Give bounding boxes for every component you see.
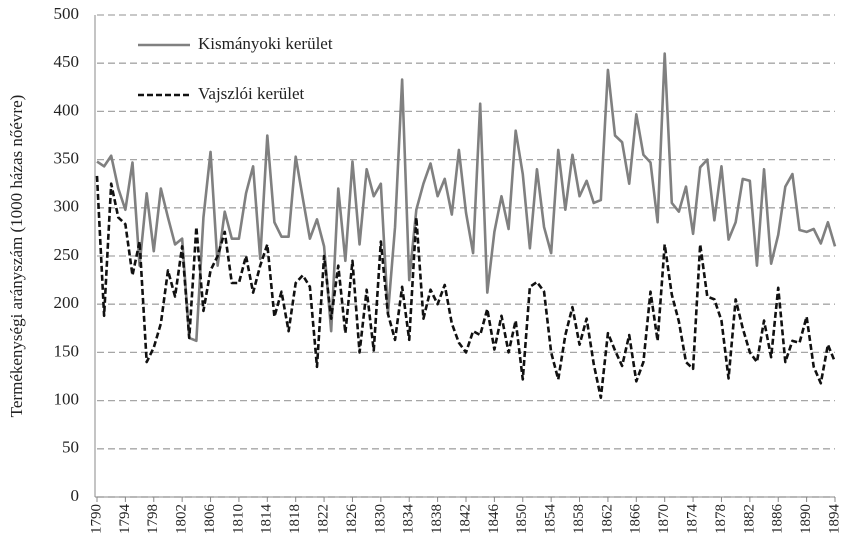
x-tick-label: 1794 bbox=[117, 504, 133, 535]
x-tick-label: 1866 bbox=[628, 504, 644, 535]
x-tick-label: 1886 bbox=[770, 504, 786, 535]
x-tick-label: 1790 bbox=[88, 504, 104, 534]
legend-label: Vajszlói kerület bbox=[198, 84, 304, 103]
y-tick-label: 300 bbox=[54, 197, 80, 216]
x-tick-label: 1870 bbox=[656, 504, 672, 534]
x-tick-label: 1830 bbox=[372, 504, 388, 534]
x-tick-label: 1882 bbox=[741, 504, 757, 534]
y-tick-label: 500 bbox=[54, 4, 80, 23]
y-axis-label: Termékenységi arányszám (1000 házas nőév… bbox=[7, 95, 26, 418]
x-tick-label: 1798 bbox=[145, 504, 161, 534]
x-tick-label: 1814 bbox=[259, 504, 275, 535]
y-tick-label: 100 bbox=[54, 390, 80, 409]
x-tick-label: 1818 bbox=[287, 504, 303, 534]
x-tick-label: 1874 bbox=[685, 504, 701, 535]
x-tick-label: 1802 bbox=[174, 504, 190, 534]
x-tick-label: 1850 bbox=[514, 504, 530, 534]
y-tick-label: 400 bbox=[54, 100, 80, 119]
x-tick-label: 1806 bbox=[202, 504, 218, 535]
series-line bbox=[95, 175, 837, 400]
x-tick-label: 1894 bbox=[826, 504, 842, 535]
x-tick-label: 1890 bbox=[798, 504, 814, 534]
x-tick-label: 1862 bbox=[599, 504, 615, 534]
x-tick-label: 1834 bbox=[401, 504, 417, 535]
x-tick-label: 1826 bbox=[344, 504, 360, 535]
y-tick-label: 0 bbox=[71, 486, 80, 505]
x-tick-label: 1842 bbox=[457, 504, 473, 534]
y-tick-label: 250 bbox=[54, 245, 80, 264]
x-tick-label: 1810 bbox=[230, 504, 246, 534]
legend-label: Kismányoki kerület bbox=[198, 34, 333, 53]
x-tick-label: 1846 bbox=[486, 504, 502, 534]
x-tick-label: 1854 bbox=[543, 504, 559, 535]
x-tick-label: 1838 bbox=[429, 504, 445, 534]
y-tick-label: 450 bbox=[54, 52, 80, 71]
y-tick-label: 350 bbox=[54, 149, 80, 168]
x-tick-label: 1822 bbox=[316, 504, 332, 534]
x-tick-label: 1878 bbox=[713, 504, 729, 534]
x-tick-label: 1858 bbox=[571, 504, 587, 534]
y-tick-label: 50 bbox=[62, 438, 79, 457]
y-tick-label: 150 bbox=[54, 341, 80, 360]
y-tick-label: 200 bbox=[54, 293, 80, 312]
